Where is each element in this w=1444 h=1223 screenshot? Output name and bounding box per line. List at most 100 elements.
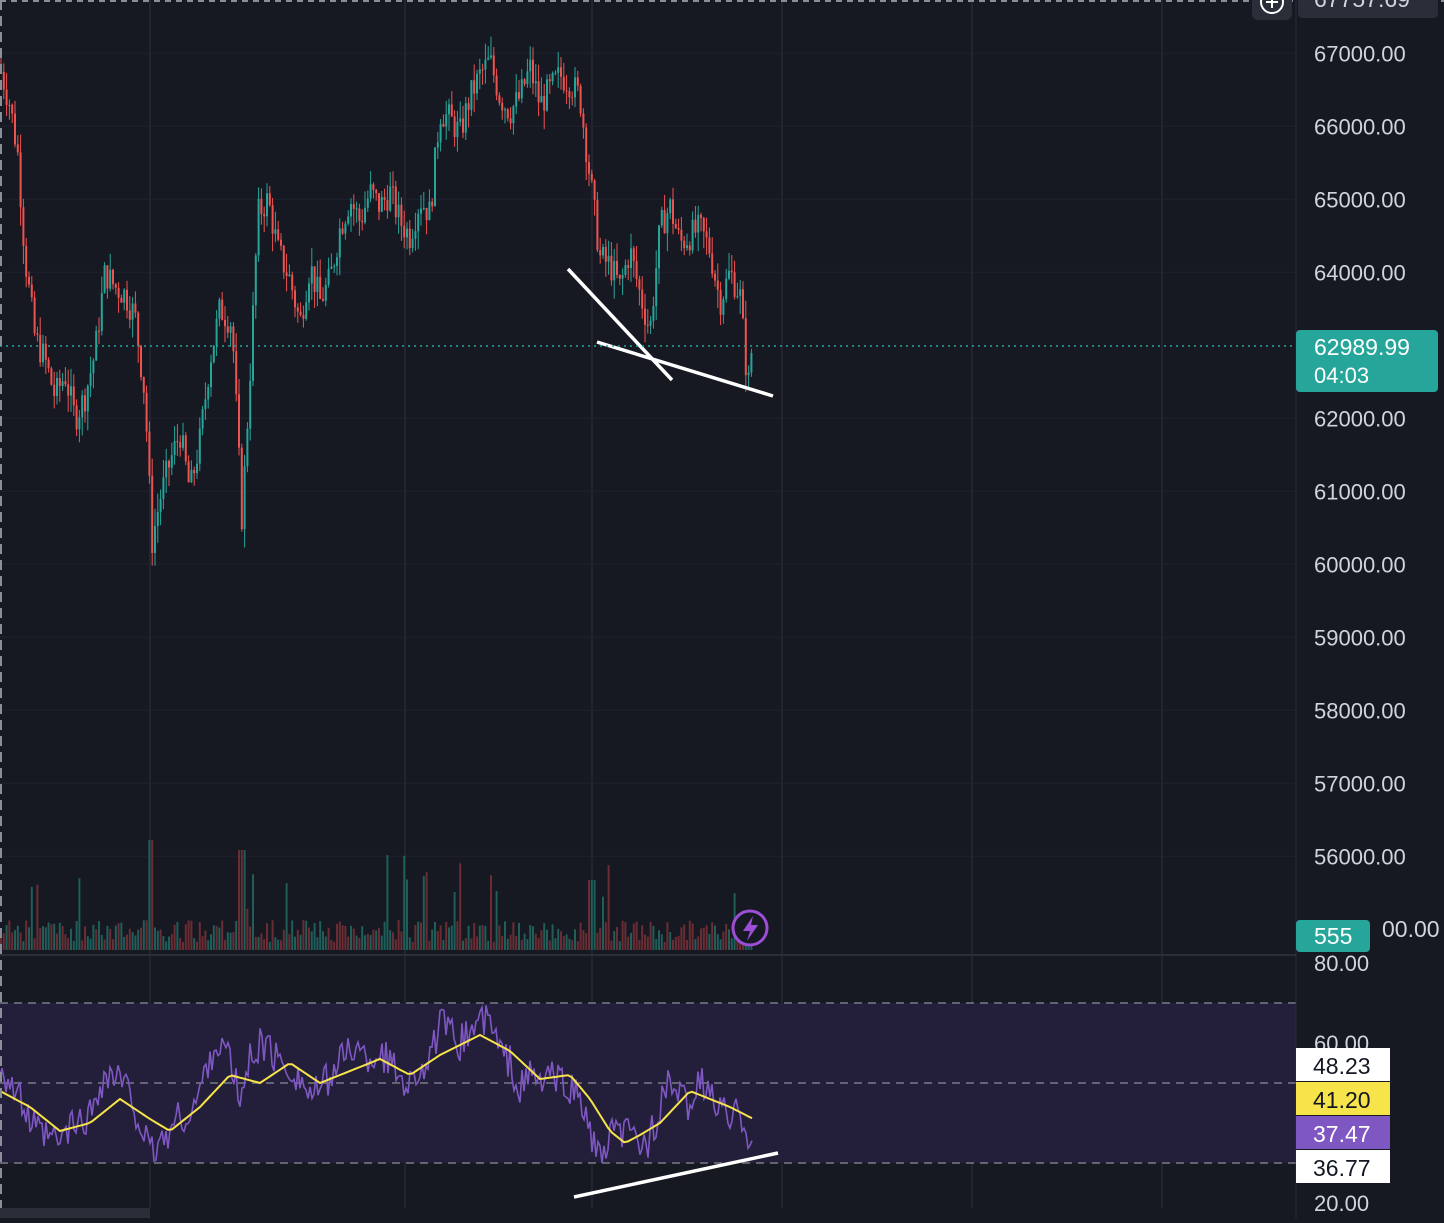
volume-bar bbox=[543, 923, 546, 950]
candle-body bbox=[70, 386, 72, 396]
candle-body bbox=[257, 198, 260, 256]
volume-bar bbox=[274, 937, 277, 950]
candle-body bbox=[478, 69, 481, 74]
volume-bar bbox=[173, 924, 176, 950]
candle-body bbox=[229, 326, 232, 333]
candle-body bbox=[355, 208, 358, 210]
volume-bar bbox=[375, 930, 378, 950]
volume-bar bbox=[621, 920, 624, 950]
time-scrollbar[interactable] bbox=[0, 1208, 150, 1218]
volume-bar bbox=[492, 941, 495, 950]
volume-bar bbox=[30, 886, 33, 950]
candle-body bbox=[126, 289, 128, 311]
volume-bar bbox=[630, 932, 632, 950]
volume-bar bbox=[481, 925, 484, 950]
event-lightning-icon[interactable] bbox=[731, 909, 769, 947]
partial-price-tick: 00.00 bbox=[1382, 916, 1440, 942]
candle-body bbox=[565, 90, 568, 92]
volume-bar bbox=[218, 927, 221, 950]
candle-body bbox=[366, 198, 369, 208]
plus-circle-icon bbox=[1260, 0, 1284, 14]
volume-bar bbox=[585, 933, 588, 950]
candle-body bbox=[112, 269, 114, 285]
candle-body bbox=[114, 284, 117, 288]
volume-bar bbox=[11, 932, 14, 950]
volume-bar bbox=[358, 937, 361, 950]
volume-bar bbox=[196, 941, 198, 950]
candle-body bbox=[467, 103, 470, 110]
candle-body bbox=[296, 307, 299, 312]
candle-body bbox=[184, 435, 187, 462]
volume-bar bbox=[417, 921, 420, 950]
volume-bar bbox=[201, 936, 204, 950]
candle-body bbox=[313, 266, 316, 292]
candle-body bbox=[537, 81, 540, 103]
rsi-label-2: 41.20 bbox=[1313, 1087, 1371, 1113]
candle-body bbox=[658, 225, 660, 269]
volume-bar bbox=[478, 925, 481, 950]
candle-body bbox=[674, 223, 677, 229]
volume-bar bbox=[473, 923, 476, 950]
candle-body bbox=[512, 106, 515, 124]
candle-body bbox=[120, 297, 123, 303]
candle-body bbox=[470, 80, 473, 110]
candle-body bbox=[173, 440, 176, 456]
volume-bar bbox=[232, 932, 235, 950]
candle-body bbox=[711, 253, 714, 274]
candle-body bbox=[246, 428, 249, 467]
price-tick-5: 61000.00 bbox=[1314, 479, 1406, 504]
volume-bar bbox=[728, 929, 730, 950]
candle-body bbox=[260, 198, 263, 214]
candle-body bbox=[406, 228, 408, 238]
candle-body bbox=[243, 466, 246, 530]
volume-bar bbox=[246, 908, 249, 950]
volume-bar bbox=[120, 922, 123, 950]
volume-bar bbox=[285, 883, 288, 950]
candle-body bbox=[8, 104, 11, 106]
candle-body bbox=[490, 55, 492, 58]
candle-body bbox=[235, 351, 238, 395]
candle-body bbox=[422, 207, 425, 209]
candle-body bbox=[100, 293, 103, 332]
price-tick-9: 57000.00 bbox=[1314, 771, 1406, 796]
candle-body bbox=[159, 498, 162, 512]
volume-bar bbox=[333, 941, 336, 950]
volume-bar bbox=[431, 929, 434, 950]
volume-bar bbox=[170, 934, 173, 950]
candle-body bbox=[624, 265, 627, 275]
candle-body bbox=[266, 193, 268, 217]
volume-bar bbox=[602, 896, 604, 950]
volume-bar bbox=[652, 925, 655, 950]
volume-bar bbox=[501, 935, 504, 950]
candle-body bbox=[548, 79, 551, 82]
volume-bar bbox=[134, 935, 137, 950]
candle-body bbox=[42, 343, 44, 363]
candle-body bbox=[308, 283, 310, 303]
add-alert-button[interactable] bbox=[1252, 0, 1292, 20]
volume-bar bbox=[518, 922, 520, 950]
candle-body bbox=[140, 346, 142, 378]
candle-body bbox=[722, 299, 725, 315]
candle-body bbox=[694, 219, 697, 233]
candle-body bbox=[618, 274, 621, 279]
volume-bar bbox=[411, 941, 414, 950]
volume-bar bbox=[700, 928, 702, 950]
candle-body bbox=[67, 384, 70, 396]
volume-bar bbox=[58, 922, 61, 950]
candle-body bbox=[448, 104, 450, 115]
candle-body bbox=[352, 204, 355, 209]
volume-bar bbox=[506, 938, 509, 950]
volume-bar bbox=[618, 941, 621, 950]
candle-body bbox=[2, 71, 5, 90]
volume-bar bbox=[467, 925, 470, 950]
candle-body bbox=[389, 186, 392, 211]
candle-body bbox=[621, 274, 624, 279]
candle-body bbox=[498, 95, 501, 103]
candle-body bbox=[204, 399, 207, 410]
volume-bar bbox=[156, 930, 159, 950]
volume-bar bbox=[540, 930, 543, 950]
volume-bar bbox=[372, 929, 375, 950]
candle-body bbox=[691, 219, 694, 251]
candle-body bbox=[341, 228, 344, 234]
volume-bar bbox=[221, 920, 224, 950]
